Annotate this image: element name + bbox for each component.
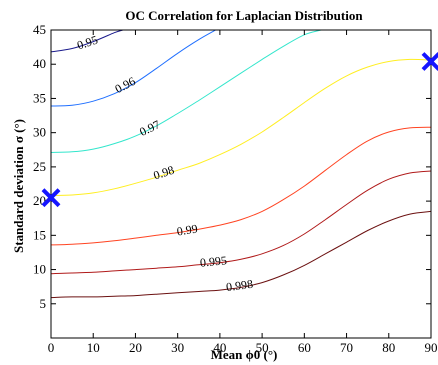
contour-label-0.995: 0.995	[199, 253, 227, 270]
y-tick-label: 45	[33, 22, 46, 37]
y-tick-label: 25	[33, 159, 46, 174]
y-tick-label: 30	[33, 125, 46, 140]
contour-label-0.998: 0.998	[225, 277, 254, 294]
x-marker-1	[41, 188, 61, 208]
y-tick-label: 10	[33, 262, 46, 277]
y-tick-label: 35	[33, 90, 46, 105]
contour-line-0.96	[51, 30, 216, 107]
x-tick-label: 0	[48, 340, 55, 355]
contour-line-0.97	[51, 30, 322, 153]
x-tick-label: 80	[382, 340, 395, 355]
contour-line-0.995	[51, 170, 431, 275]
x-marker-2	[421, 52, 438, 71]
plot-background	[51, 30, 431, 338]
contour-line-0.99	[51, 126, 431, 246]
x-tick-label: 10	[87, 340, 100, 355]
contour-line-0.998	[51, 210, 431, 299]
chart-title: OC Correlation for Laplacian Distributio…	[125, 8, 363, 23]
x-tick-label: 30	[171, 340, 184, 355]
x-tick-label: 90	[425, 340, 438, 355]
x-tick-label: 60	[298, 340, 311, 355]
plot-frame	[50, 29, 432, 339]
contour-label-0.99: 0.99	[176, 221, 199, 238]
x-tick-label: 40	[213, 340, 226, 355]
contour-label-0.95: 0.95	[75, 33, 99, 53]
x-tick-label: 70	[340, 340, 353, 355]
y-tick-label: 15	[33, 227, 46, 242]
contour-lines	[51, 30, 431, 299]
y-tick-label: 5	[40, 296, 47, 311]
x-tick-label: 50	[256, 340, 269, 355]
contour-line-0.95	[51, 30, 123, 53]
x-axis-title: Mean ϕ0 (°)	[211, 347, 278, 362]
y-tick-label: 40	[33, 56, 46, 71]
contour-line-0.98	[51, 58, 431, 197]
x-tick-label: 20	[129, 340, 142, 355]
y-axis-title: Standard deviation σ (°)	[11, 119, 26, 253]
contour-label-0.98: 0.98	[152, 163, 176, 183]
